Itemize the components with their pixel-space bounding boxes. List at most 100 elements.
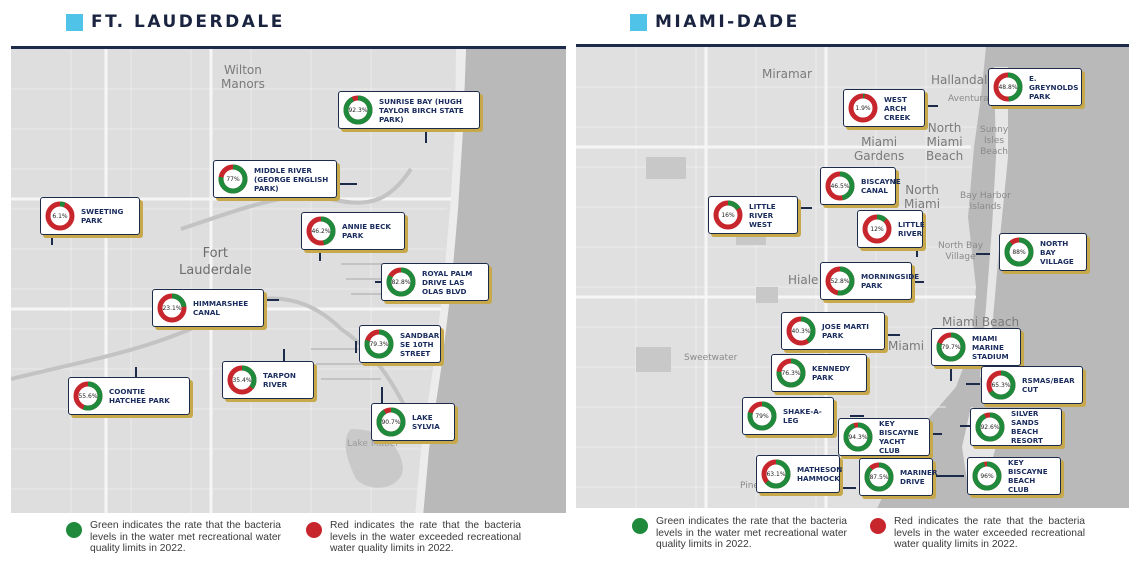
donut-green-segment bbox=[864, 462, 894, 492]
site-callout-jose-marti-park[interactable]: 40.3% JOSE MARTI PARK bbox=[781, 312, 885, 350]
percent-label: 63.1% bbox=[766, 470, 786, 478]
site-callout-kennedy-park[interactable]: 76.3% KENNEDY PARK bbox=[771, 354, 867, 392]
site-name: RSMAS/BEAR CUT bbox=[1022, 376, 1075, 394]
site-callout-silver-sands-beach-resort[interactable]: 92.6% SILVER SANDS BEACH RESORT bbox=[970, 408, 1062, 446]
site-callout-north-bay-village[interactable]: 88% NORTH BAY VILLAGE bbox=[999, 233, 1087, 271]
site-callout-annie-beck-park[interactable]: 46.2% ANNIE BECK PARK bbox=[301, 212, 405, 250]
site-name: ANNIE BECK PARK bbox=[342, 222, 391, 240]
leader-line bbox=[425, 127, 427, 143]
leader-line bbox=[798, 207, 812, 209]
site-callout-key-biscayne-beach-club[interactable]: 96% KEY BISCAYNE BEACH CLUB bbox=[967, 457, 1061, 495]
legend-text: Red indicates the rate that the bacteria… bbox=[894, 516, 1085, 550]
map-label-hialeah: Hiale bbox=[788, 273, 819, 287]
leader-line bbox=[319, 249, 321, 261]
percent-label: 46.5% bbox=[830, 182, 850, 190]
leader-line bbox=[283, 349, 285, 363]
map-label-pinecrest: Pine bbox=[740, 481, 759, 491]
site-callout-biscayne-canal[interactable]: 46.5% BISCAYNE CANAL bbox=[820, 167, 901, 205]
panel-title: FT. LAUDERDALE bbox=[91, 12, 285, 32]
donut-green-segment bbox=[218, 164, 248, 194]
map-label-bay-harbor: Bay Harbor Islands bbox=[960, 191, 1011, 212]
donut-green-segment bbox=[1004, 237, 1034, 267]
site-callout-tarpon-river[interactable]: 35.4% TARPON RIVER bbox=[222, 361, 314, 399]
leader-line bbox=[928, 433, 942, 435]
site-callout-shake-a-leg[interactable]: 79% SHAKE-A-LEG bbox=[742, 397, 834, 435]
donut-green-segment bbox=[747, 401, 777, 431]
map-label-north-miami: North Miami bbox=[904, 183, 941, 211]
title-square-icon bbox=[630, 13, 647, 31]
site-callout-sandbar[interactable]: 79.3% SANDBAR SE 10TH STREET bbox=[359, 325, 441, 363]
donut-chart: 46.2% bbox=[306, 216, 336, 246]
leader-line bbox=[924, 105, 938, 107]
site-callout-key-biscayne-yacht-club[interactable]: 94.3% KEY BISCAYNE YACHT CLUB bbox=[838, 418, 930, 456]
site-callout-little-river-west[interactable]: 16% LITTLE RIVER WEST bbox=[708, 196, 798, 234]
donut-green-segment bbox=[157, 293, 187, 323]
legend-text: Green indicates the rate that the bacter… bbox=[656, 516, 847, 550]
donut-chart: 94.3% bbox=[843, 422, 873, 452]
site-callout-e-greynolds-park[interactable]: 48.8% E. GREYNOLDS PARK bbox=[988, 68, 1082, 106]
map-label-north-miami-beach: North Miami Beach bbox=[926, 121, 964, 163]
donut-green-segment bbox=[825, 171, 855, 201]
site-callout-royal-palm-drive[interactable]: 82.8% ROYAL PALM DRIVE LAS OLAS BLVD bbox=[381, 263, 489, 301]
donut-green-segment bbox=[825, 266, 855, 296]
site-callout-little-river[interactable]: 12% LITTLE RIVER bbox=[857, 210, 925, 248]
site-callout-morningside-park[interactable]: 52.8% MORNINGSIDE PARK bbox=[820, 262, 919, 300]
leader-line bbox=[966, 383, 980, 385]
donut-chart: 88% bbox=[1004, 237, 1034, 267]
panel-title: MIAMI-DADE bbox=[655, 12, 800, 32]
site-callout-lake-sylvia[interactable]: 90.7% LAKE SYLVIA bbox=[371, 403, 455, 441]
leader-line bbox=[896, 182, 898, 196]
site-name: LITTLE RIVER bbox=[898, 220, 925, 238]
site-name: MARINER DRIVE bbox=[900, 468, 938, 486]
site-callout-west-arch-creek[interactable]: 1.9% WEST ARCH CREEK bbox=[843, 89, 925, 127]
donut-chart: 90.7% bbox=[376, 407, 406, 437]
site-callout-himmarshee-canal[interactable]: 23.1% HIMMARSHEE CANAL bbox=[152, 289, 264, 327]
percent-label: 35.4% bbox=[232, 376, 252, 384]
site-name: SUNRISE BAY (HUGH TAYLOR BIRCH STATE PAR… bbox=[379, 96, 464, 124]
donut-green-segment bbox=[376, 407, 406, 437]
percent-label: 52.8% bbox=[830, 277, 850, 285]
map-label-aventura: Aventura bbox=[948, 94, 989, 104]
miami-dade-title: MIAMI-DADE bbox=[630, 12, 800, 32]
site-callout-mariner-drive[interactable]: 87.5% MARINER DRIVE bbox=[859, 458, 937, 496]
legend-green: Green indicates the rate that the bacter… bbox=[66, 520, 281, 555]
donut-chart: 16% bbox=[713, 200, 743, 230]
map-label-miami-beach: Miami Beach bbox=[942, 315, 1020, 329]
donut-green-segment bbox=[843, 422, 873, 452]
donut-chart: 52.8% bbox=[825, 266, 855, 296]
leader-line bbox=[355, 341, 357, 353]
site-name: BISCAYNE CANAL bbox=[861, 177, 901, 195]
site-callout-sweeting-park[interactable]: 6.1% SWEETING PARK bbox=[40, 197, 140, 235]
percent-label: 76.3% bbox=[781, 369, 801, 377]
donut-chart: 23.1% bbox=[157, 293, 187, 323]
site-callout-rsmas-bear-cut[interactable]: 65.3% RSMAS/BEAR CUT bbox=[981, 366, 1083, 404]
site-callout-matheson-hammock[interactable]: 63.1% MATHESON HAMMOCK bbox=[756, 455, 842, 493]
leader-line bbox=[381, 387, 383, 405]
donut-chart: 82.8% bbox=[386, 267, 416, 297]
donut-chart: 87.5% bbox=[864, 462, 894, 492]
site-callout-sunrise-bay[interactable]: 92.3% SUNRISE BAY (HUGH TAYLOR BIRCH STA… bbox=[338, 91, 480, 129]
leader-line bbox=[932, 475, 964, 477]
percent-label: 12% bbox=[870, 225, 884, 233]
donut-green-segment bbox=[993, 72, 1023, 102]
percent-label: 92.3% bbox=[348, 106, 368, 114]
site-name: E. GREYNOLDS PARK bbox=[1029, 73, 1079, 101]
leader-line bbox=[912, 281, 924, 283]
site-name: SWEETING PARK bbox=[81, 207, 124, 225]
site-callout-coontie-hatchee-park[interactable]: 55.6% COONTIE HATCHEE PARK bbox=[68, 377, 190, 415]
donut-green-segment bbox=[45, 201, 75, 231]
map-label-miramar: Miramar bbox=[762, 67, 812, 81]
donut-green-segment bbox=[786, 316, 816, 346]
percent-label: 6.1% bbox=[52, 212, 68, 220]
site-name: TARPON RIVER bbox=[263, 371, 296, 389]
site-callout-middle-river[interactable]: 77% MIDDLE RIVER (GEORGE ENGLISH PARK) bbox=[213, 160, 337, 198]
site-name: COONTIE HATCHEE PARK bbox=[109, 387, 170, 405]
site-callout-miami-marine-stadium[interactable]: 79.7% MIAMI MARINE STADIUM bbox=[931, 328, 1021, 366]
donut-green-segment bbox=[936, 332, 966, 362]
leader-line bbox=[960, 425, 974, 427]
percent-label: 79.3% bbox=[369, 340, 389, 348]
donut-chart: 92.3% bbox=[343, 95, 373, 125]
map-label-fort-lauderdale: Fort Lauderdale bbox=[179, 246, 252, 278]
miami-dade-panel: MIAMI-DADE bbox=[570, 0, 1140, 572]
donut-green-segment bbox=[862, 214, 892, 244]
